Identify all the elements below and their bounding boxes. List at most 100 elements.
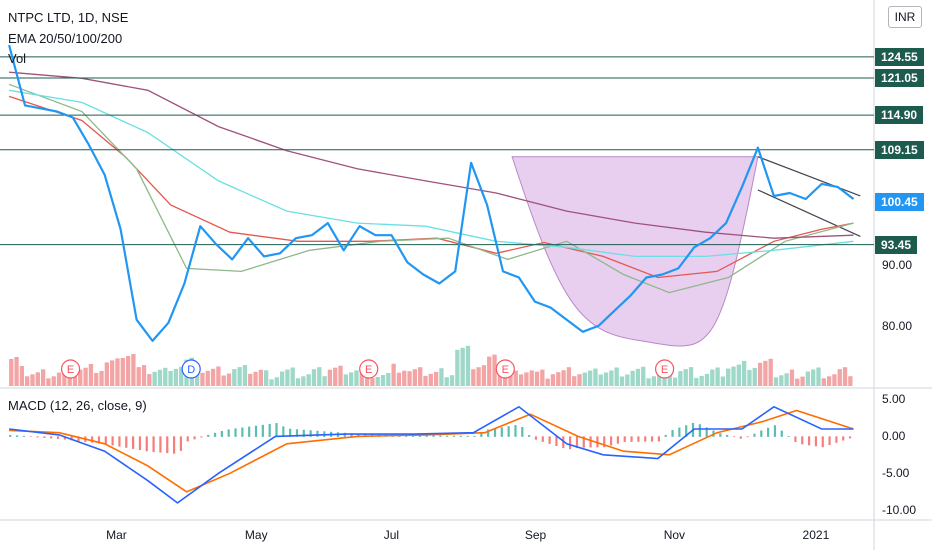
volume-bar-down [396,372,402,386]
current-price-badge: 100.45 [875,193,924,212]
ema-20-line [8,95,854,279]
ema-legend: EMA 20/50/100/200 [8,31,123,46]
level-label: 93.45 [875,235,918,254]
macd-hist-down [801,436,804,445]
volume-bar-down [88,364,94,386]
volume-bar-down [40,369,46,386]
volume-bar-down [848,376,853,386]
volume-bar-down [391,363,396,386]
volume-bar-down [131,354,136,386]
volume-bar-down [433,371,439,386]
volume-bar-up [731,366,736,386]
macd-hist-down [200,436,203,438]
macd-hist-down [172,436,176,454]
volume-bar-up [279,371,285,386]
macd-hist-down [186,436,189,442]
macd-hist-up [439,435,442,437]
macd-line [9,405,854,504]
volume-bar-down [837,369,842,386]
macd-hist-down [145,436,148,452]
macd-hist-up [685,425,688,437]
macd-hist-down [582,436,585,448]
volume-bar-up [720,376,726,386]
volume-bar-up [242,365,248,386]
macd-hist-up [432,435,435,437]
volume-bar-down [216,366,221,386]
volume-bar-down [141,365,147,386]
time-tick-label: 2021 [802,528,830,542]
macd-hist-up [767,427,770,437]
macd-hist-down [50,436,53,439]
volume-bar-up [805,371,811,386]
macd-hist-down [118,436,121,447]
volume-bar-up [285,369,290,386]
macd-hist-down [589,436,592,448]
macd-hist-up [487,429,490,437]
macd-hist-up [521,427,524,437]
volume-bar-down [62,370,67,386]
volume-bar-up [157,369,163,386]
volume-bar-up [630,370,635,386]
macd-hist-down [814,436,818,447]
volume-bar-down [534,371,540,386]
macd-hist-down [562,436,565,449]
volume-bar-down [789,369,795,386]
volume-bar-up [295,378,301,386]
volume-bar-down [78,369,83,386]
time-tick-label: Jul [383,528,400,542]
volume-bar-up [237,367,242,386]
ema-50-line [8,83,854,294]
volume-bar-up [343,374,348,386]
volume-bar-down [407,371,412,386]
volume-bar-up [380,375,386,386]
volume-bar-down [35,372,40,386]
currency-button[interactable]: INR [888,6,922,28]
volume-bar-down [94,373,99,386]
volume-bar-up [710,369,715,386]
volume-bar-up [444,377,449,386]
macd-hist-down [104,436,107,445]
macd-hist-up [773,425,777,437]
volume-bar-down [577,374,582,386]
volume-bar-down [540,369,545,386]
macd-hist-down [125,436,128,448]
volume-bar-up [163,367,168,386]
volume-bar-down [30,374,35,386]
volume-bar-down [428,373,433,386]
volume-bar-up [348,372,354,386]
volume-bar-up [784,373,789,386]
event-marker-label: D [187,364,195,376]
macd-tick-label: 5.00 [882,392,906,407]
volume-bar-down [757,362,763,386]
handle-upper-trendline [757,156,861,197]
macd-hist-down [97,436,101,444]
macd-hist-up [698,424,701,437]
volume-bar-down [529,370,534,386]
macd-hist-down [623,436,626,442]
volume-bar-up [386,373,391,386]
volume-legend: Vol [8,51,27,66]
macd-hist-up [459,435,462,437]
macd-hist-up [357,434,360,437]
macd-hist-up [275,423,278,437]
volume-bar-up [747,369,752,386]
macd-hist-down [111,436,114,446]
volume-bar-up [715,367,720,386]
volume-bar-up [269,379,274,386]
macd-hist-down [835,436,838,443]
time-tick-label: Mar [106,528,127,542]
macd-hist-up [480,432,483,437]
volume-bar-up [741,360,747,386]
macd-hist-up [446,435,449,437]
macd-hist-down [193,436,196,440]
volume-bar-down [115,358,120,386]
macd-hist-up [22,435,25,437]
volume-bar-down [125,356,131,386]
macd-hist-down [828,436,831,445]
volume-bar-down [253,371,258,386]
volume-bar-down [56,372,62,386]
volume-bar-down [46,378,51,386]
dividend-marker [181,359,201,379]
volume-bar-up [704,373,710,386]
